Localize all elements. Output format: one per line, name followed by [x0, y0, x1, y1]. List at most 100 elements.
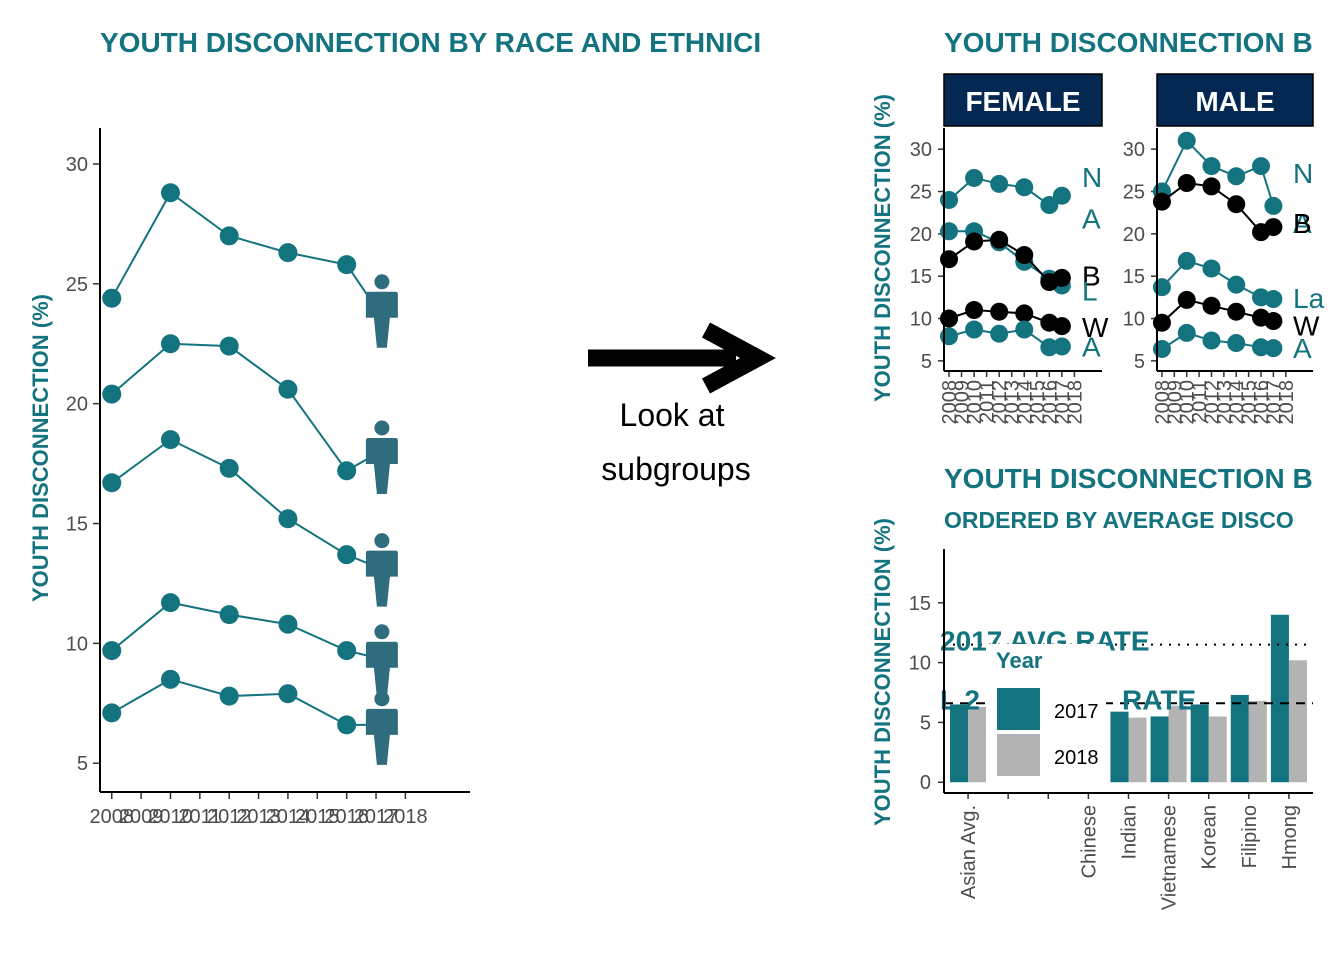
arrow-note-line1: Look at: [620, 397, 725, 433]
male-series-point: [1202, 296, 1221, 315]
bar-chart-title: YOUTH DISCONNECTION B: [944, 463, 1313, 494]
reference-line-label-1: L 2: [940, 684, 980, 715]
left-y-tick-label: 20: [66, 394, 88, 416]
left-series-line-2: [111, 438, 377, 568]
left-series-point: [219, 605, 239, 625]
male-series-label: W: [1293, 310, 1320, 341]
male-series-point: [1252, 157, 1270, 176]
male-series-point: [1177, 290, 1196, 309]
left-series-point: [278, 379, 298, 399]
left-series-point: [278, 243, 298, 263]
female-series-label: L: [1082, 276, 1098, 307]
transition-arrow: Look at subgroups: [588, 322, 776, 487]
bar-legend: Year 2017 2018: [986, 644, 1106, 786]
male-x-ticks: 2008200920102011201220132014201520162017…: [1152, 371, 1298, 425]
left-series-line-1: [111, 342, 377, 473]
left-series-point: [337, 715, 357, 735]
male-series-point: [1202, 157, 1221, 176]
person-icon-head: [374, 274, 390, 290]
female-series-point: [1015, 304, 1034, 323]
bar-x-tick-label: Korean: [1199, 805, 1221, 870]
bar-2018-8: [1288, 660, 1307, 783]
legend-swatch-2018: [997, 734, 1040, 776]
bar-y-tick-label: 0: [920, 772, 931, 794]
person-icon-body: [365, 708, 398, 765]
male-x-tick-label: 2018: [1276, 380, 1298, 425]
female-x-tick-label: 2017: [1052, 380, 1074, 425]
male-series-point: [1152, 278, 1171, 297]
left-series-point: [278, 684, 298, 704]
female-series-point: [1052, 317, 1071, 336]
left-series-point: [102, 384, 122, 404]
female-series-point: [940, 222, 959, 241]
female-x-tick-label: 2015: [1027, 380, 1049, 425]
female-y-tick-label: 20: [910, 224, 932, 246]
left-series-point: [278, 614, 298, 634]
male-x-tick-label: 2016: [1251, 380, 1273, 425]
left-series-line-4: [111, 678, 377, 726]
female-series-label: N: [1082, 162, 1102, 193]
male-series-point: [1227, 334, 1246, 353]
left-series-point: [160, 183, 180, 203]
bar-x-tick-label: Chinese: [1078, 805, 1100, 878]
left-x-tick-label: 2017: [354, 806, 399, 828]
bar-2018-0: [968, 706, 987, 783]
bar-2018-7: [1248, 700, 1267, 783]
male-series-label: B: [1293, 208, 1312, 239]
left-y-tick-label: 25: [66, 274, 88, 296]
left-series-point: [160, 334, 180, 354]
left-x-tick-label: 2008: [89, 806, 134, 828]
male-series-point: [1227, 302, 1246, 321]
legend-label-2017: 2017: [1054, 701, 1099, 723]
male-series-point: [1264, 339, 1283, 358]
left-series-point: [337, 461, 357, 481]
left-series-point: [102, 288, 122, 308]
person-icon-body: [365, 291, 398, 348]
person-icon: [365, 624, 398, 698]
male-strip-label: MALE: [1195, 86, 1274, 117]
left-x-ticks: 2008200920102011201220132014201520162017…: [89, 792, 428, 828]
male-series-label: A: [1293, 208, 1312, 239]
female-x-ticks: 2008200920102011201220132014201520162017…: [939, 371, 1086, 425]
male-series-point: [1264, 290, 1283, 309]
bar-2018-4: [1128, 717, 1147, 783]
person-icon-head: [374, 691, 390, 707]
female-series-point: [965, 301, 984, 320]
bar-y-ticks: 0 5 10 15: [909, 593, 944, 794]
female-y-tick-label: 5: [921, 351, 932, 373]
female-series-point: [1052, 268, 1071, 287]
bar-2017-4: [1110, 711, 1129, 783]
female-x-tick-label: 2018: [1064, 380, 1086, 425]
female-series-point: [940, 250, 959, 269]
female-x-tick-label: 2010: [964, 380, 986, 425]
female-series-point: [1052, 337, 1071, 356]
female-series-label: B: [1082, 260, 1101, 291]
left-x-tick-label: 2014: [266, 806, 311, 828]
male-x-tick-label: 2008: [1152, 380, 1174, 425]
left-series-point: [102, 703, 122, 723]
legend-title: Year: [996, 648, 1043, 673]
person-icon-head: [374, 624, 390, 640]
bar-chart-y-axis-label: YOUTH DISCONNECTION (%): [870, 518, 895, 826]
left-x-tick-label: 2018: [383, 806, 428, 828]
left-series-line-3: [111, 601, 377, 659]
male-x-tick-label: 2009: [1164, 380, 1186, 425]
left-x-tick-label: 2015: [295, 806, 340, 828]
female-series-point: [1052, 186, 1071, 205]
left-y-tick-label: 5: [77, 753, 88, 775]
bar-x-tick-label: Hmong: [1279, 805, 1301, 869]
bar-x-tick-label: Indian: [1119, 805, 1141, 860]
male-series-point: [1264, 312, 1283, 331]
male-series-point: [1177, 323, 1196, 342]
female-series-group: [940, 168, 1071, 357]
legend-swatch-2017: [997, 688, 1040, 730]
person-icon-body: [365, 438, 398, 495]
male-series-label: A: [1293, 333, 1312, 364]
bar-x-tick-label: Filipino: [1239, 805, 1261, 868]
left-series-point: [102, 473, 122, 493]
left-series-point: [160, 669, 180, 689]
male-y-tick-label: 30: [1123, 139, 1145, 161]
male-y-tick-label: 20: [1123, 224, 1145, 246]
female-series-point: [1015, 178, 1034, 197]
left-y-ticks: 5 10 15 20 25 30: [66, 154, 100, 775]
